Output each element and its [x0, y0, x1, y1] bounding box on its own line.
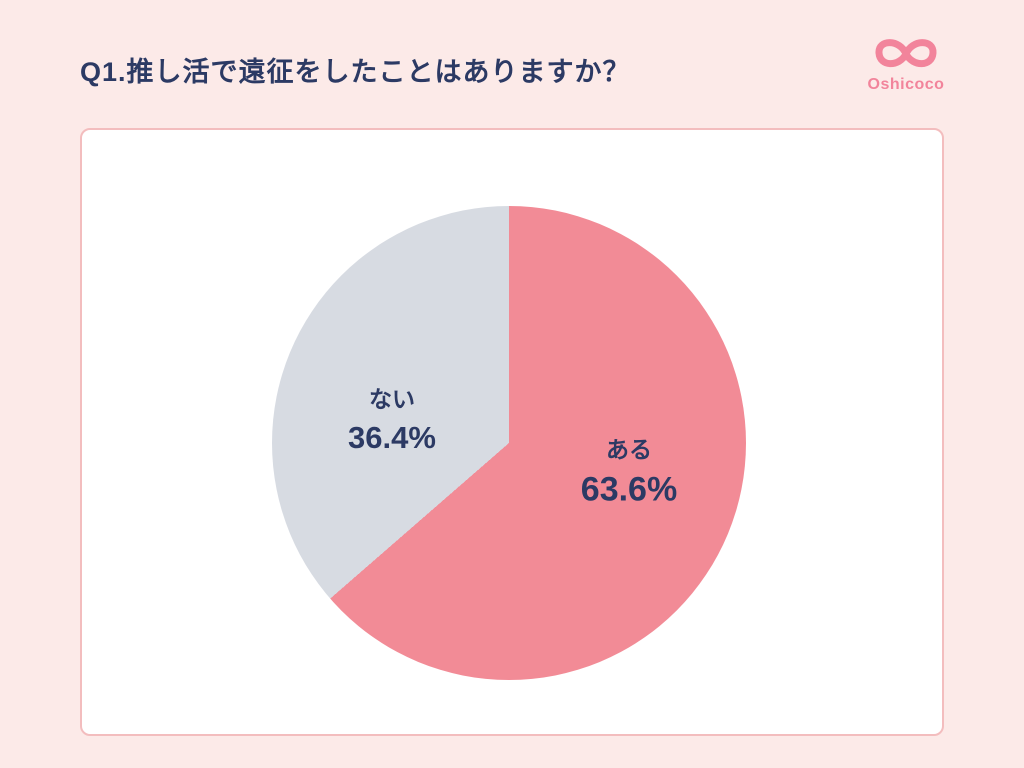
ribbon-logo-icon — [866, 34, 946, 74]
slice-name-aru: ある — [606, 436, 652, 463]
slice-value-aru: 63.6% — [580, 470, 678, 509]
logo-text: Oshicoco — [867, 76, 945, 93]
slice-value-nai: 36.4% — [348, 420, 436, 455]
header: Q1.推し活で遠征をしたことはありますか？ Oshicoco — [0, 0, 1024, 128]
slice-name-nai: ない — [369, 386, 415, 412]
chart-card: ない 36.4% ある 63.6% — [80, 128, 944, 736]
slice-label-nai: ない 36.4% — [348, 380, 436, 456]
pie-chart — [272, 206, 746, 680]
oshicoco-logo: Oshicoco — [866, 34, 946, 94]
page-title: Q1.推し活で遠征をしたことはありますか？ — [80, 57, 631, 87]
slice-label-aru: ある 63.6% — [581, 431, 677, 510]
